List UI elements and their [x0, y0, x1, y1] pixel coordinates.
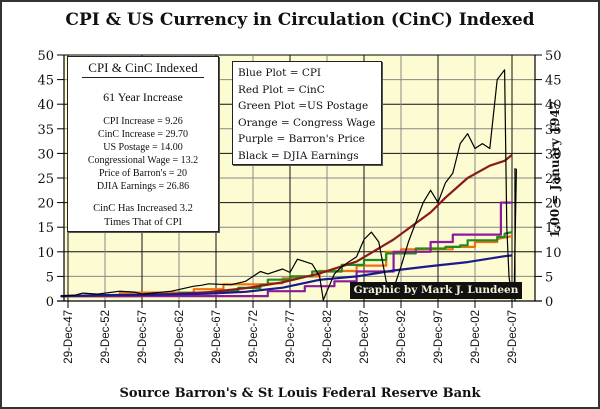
- legend-box: Blue Plot = CPI Red Plot = CinC Green Pl…: [232, 61, 382, 165]
- legend-item-djia: Black = DJIA Earnings: [238, 149, 359, 162]
- legend-item-cinc: Red Plot = CinC: [238, 83, 325, 96]
- series-line-barron-s-price: [60, 201, 512, 298]
- y-tick-label-right: 15: [545, 221, 562, 236]
- x-tick-label: 29-Dec-77: [285, 310, 297, 364]
- stats-box: CPI & CinC Indexed 61 Year Increase CPI …: [67, 56, 219, 232]
- y-tick-label-left: 40: [37, 98, 54, 113]
- stat-cinc: CinC Increase = 29.70: [97, 129, 189, 140]
- x-tick-label: 29-Dec-07: [507, 310, 519, 364]
- y-tick-label-right: 45: [545, 74, 562, 89]
- y-tick-label-right: 50: [545, 49, 562, 64]
- chart-title: CPI & US Currency in Circulation (CinC) …: [65, 10, 535, 30]
- stats-note-2: Times That of CPI: [104, 217, 182, 228]
- y-tick-label-right: 25: [545, 172, 562, 187]
- y-tick-label-right: 5: [545, 270, 553, 285]
- stat-congress-wage: Congressional Wage = 13.2: [87, 155, 199, 166]
- x-tick-label: 29-Dec-87: [359, 310, 371, 364]
- axes: 0 0 5 5 10 10 15 15 20 20 25 25 30 30 35 35 40 40 45 45 50 50…: [37, 49, 561, 364]
- stat-djia: DJIA Earnings = 26.86: [96, 181, 190, 192]
- stat-barrons: Price of Barron's = 20: [99, 168, 187, 179]
- x-tick-label: 29-Dec-52: [100, 310, 112, 364]
- y-tick-label-left: 30: [37, 147, 54, 162]
- y-tick-label-left: 25: [37, 172, 54, 187]
- x-tick-label: 29-Dec-62: [174, 310, 186, 364]
- x-tick-label: 29-Dec-67: [211, 310, 223, 364]
- legend-item-cpi: Blue Plot = CPI: [238, 67, 322, 79]
- y-tick-label-right: 30: [545, 147, 562, 162]
- series-lines: [60, 69, 517, 301]
- source-caption: Source Barron's & St Louis Federal Reser…: [119, 386, 481, 401]
- y-tick-label-right: 20: [545, 197, 562, 212]
- y-tick-label-right: 40: [545, 98, 562, 113]
- stats-box-subheading: 61 Year Increase: [103, 90, 183, 104]
- y-tick-label-left: 15: [37, 221, 54, 236]
- x-tick-label: 29-Dec-47: [63, 310, 75, 364]
- y-tick-label-left: 0: [46, 295, 54, 310]
- x-tick-label: 29-Dec-57: [137, 310, 149, 364]
- y-tick-label-left: 5: [46, 270, 54, 285]
- y-tick-label-left: 50: [37, 49, 54, 64]
- stats-box-heading: CPI & CinC Indexed: [82, 60, 204, 78]
- y-tick-label-right: 10: [545, 246, 562, 261]
- y-tick-label-left: 45: [37, 74, 54, 89]
- stat-postage: US Postage = 14.00: [103, 142, 183, 153]
- y-tick-label-left: 10: [37, 246, 54, 261]
- y-tick-label-right: 35: [545, 123, 562, 138]
- series-line-cpi: [60, 254, 513, 298]
- stat-cpi: CPI Increase = 9.26: [103, 116, 183, 127]
- credit-label: Graphic by Mark J. Lundeen: [350, 282, 522, 299]
- legend-item-postage: Green Plot =US Postage: [238, 100, 369, 112]
- x-tick-label: 29-Dec-02: [470, 310, 482, 364]
- legend-item-barrons: Purple = Barron's Price: [238, 133, 365, 145]
- x-tick-label: 29-Dec-92: [396, 310, 408, 364]
- y-tick-label-right: 0: [545, 295, 553, 310]
- legend-item-congress-wage: Orange = Congress Wage: [238, 116, 376, 129]
- x-tick-label: 29-Dec-72: [248, 310, 260, 364]
- x-tick-label: 29-Dec-97: [433, 310, 445, 364]
- y-tick-label-left: 35: [37, 123, 54, 138]
- stats-note-1: CinC Has Increased 3.2: [93, 203, 193, 214]
- series-line-djia-earnings: [60, 69, 517, 301]
- y-tick-label-left: 20: [37, 197, 54, 212]
- right-axis-label: 1.00 = January 1947: [548, 100, 562, 238]
- x-tick-label: 29-Dec-82: [322, 310, 334, 364]
